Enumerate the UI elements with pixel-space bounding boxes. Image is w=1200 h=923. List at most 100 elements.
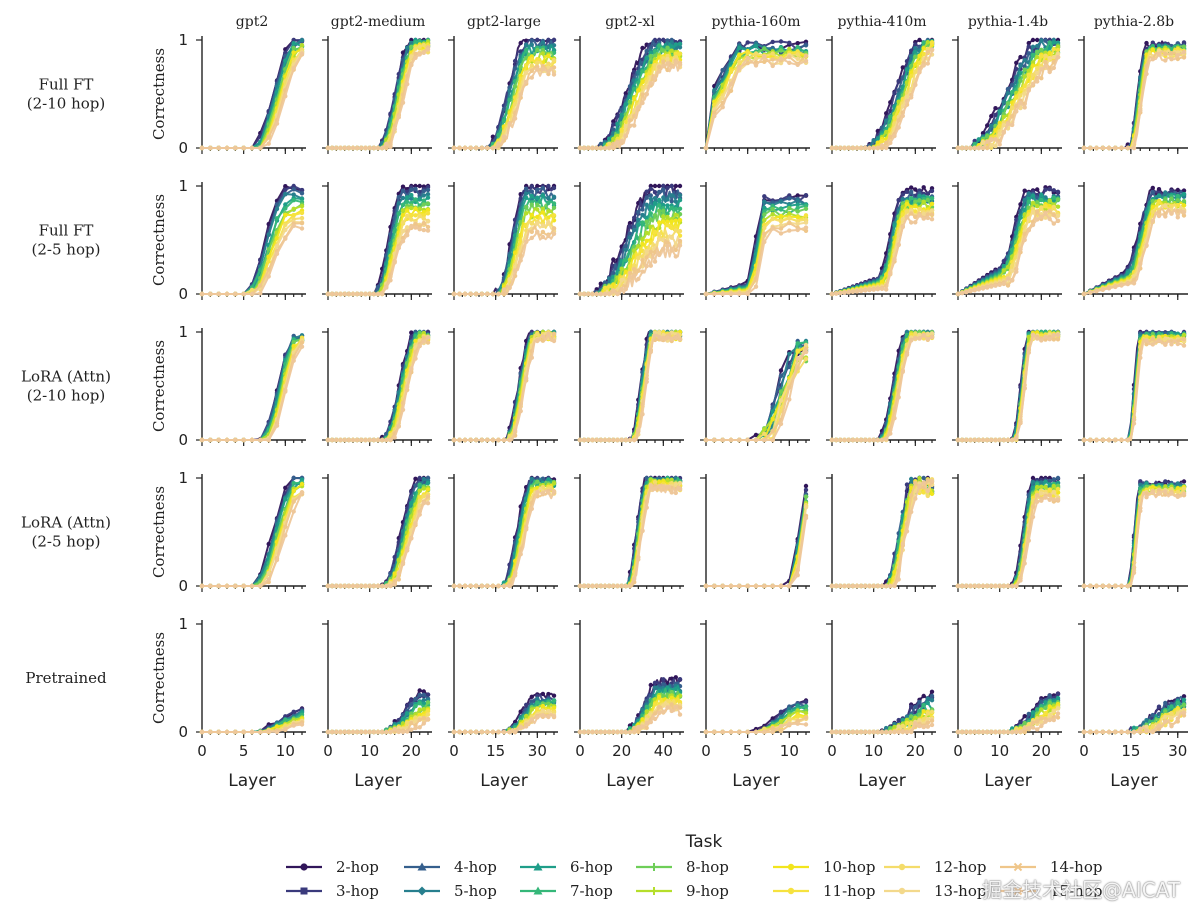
series-point-9-hop	[299, 203, 305, 209]
series-point-15-hop	[233, 291, 238, 297]
series-point-2-hop	[640, 45, 645, 51]
series-point-15-hop	[892, 257, 897, 262]
series-point-7-hop	[648, 211, 653, 216]
series-point-15-hop	[241, 291, 246, 297]
series-point-15-hop	[1018, 100, 1023, 106]
series-point-15-hop	[1001, 130, 1006, 135]
series-point-15-hop	[640, 100, 645, 106]
series-point-11-hop	[529, 57, 534, 62]
series-point-15-hop	[648, 81, 653, 86]
series-point-12-hop	[1043, 53, 1048, 58]
series-point-11-hop	[291, 212, 296, 218]
series-point-12-hop	[795, 52, 800, 57]
series-point-15-hop	[972, 145, 977, 151]
series-point-3-hop	[644, 189, 649, 194]
series-point-11-hop	[745, 50, 750, 56]
series-point-10-hop	[413, 206, 418, 211]
series-point-13-hop	[1051, 55, 1057, 60]
series-point-15-hop	[955, 291, 961, 297]
series-point-7-hop	[274, 216, 280, 221]
series-point-15-hop	[1051, 221, 1057, 226]
series-point-15-hop	[989, 284, 994, 289]
series-point-14-hop	[266, 134, 271, 140]
column-title-pythia-160m: pythia-160m	[711, 14, 800, 30]
series-point-15-hop	[258, 145, 263, 151]
series-point-15-hop	[976, 287, 981, 292]
series-point-15-hop	[479, 145, 484, 151]
series-point-9-hop	[921, 199, 926, 204]
series-point-4-hop	[1005, 86, 1011, 92]
series-point-15-hop	[980, 145, 986, 151]
series-point-9-hop	[661, 214, 666, 219]
series-point-14-hop	[778, 226, 784, 231]
series-point-15-hop	[350, 291, 356, 297]
series-point-15-hop	[1047, 69, 1052, 75]
series-point-6-hop	[1039, 192, 1044, 198]
series-point-15-hop	[976, 145, 981, 151]
series-point-15-hop	[657, 69, 662, 74]
series-point-14-hop	[529, 229, 534, 234]
series-point-4-hop	[299, 191, 305, 196]
series-point-2-hop	[1018, 54, 1023, 60]
series-point-12-hop	[1018, 93, 1023, 98]
series-point-15-hop	[720, 105, 725, 110]
series-point-15-hop	[997, 142, 1002, 147]
series-point-7-hop	[677, 206, 683, 211]
series-point-15-hop	[338, 291, 343, 297]
series-point-15-hop	[803, 58, 809, 63]
series-point-12-hop	[283, 222, 288, 228]
series-point-8-hop	[1035, 49, 1040, 55]
series-point-14-hop	[661, 59, 666, 64]
series-point-10-hop	[657, 220, 662, 225]
series-point-9-hop	[299, 43, 305, 48]
series-point-14-hop	[770, 57, 775, 62]
series-point-4-hop	[909, 189, 914, 194]
series-point-4-hop	[291, 187, 296, 192]
series-point-15-hop	[611, 288, 616, 293]
series-point-2-hop	[417, 183, 422, 189]
series-point-15-hop	[224, 145, 230, 151]
series-point-6-hop	[540, 193, 546, 198]
series-point-12-hop	[762, 225, 767, 231]
series-point-8-hop	[1055, 197, 1061, 202]
series-point-9-hop	[640, 236, 645, 242]
series-point-6-hop	[524, 195, 529, 200]
series-point-15-hop	[371, 145, 376, 151]
series-point-12-hop	[1051, 204, 1057, 210]
series-point-3-hop	[892, 91, 897, 96]
series-point-8-hop	[787, 205, 792, 211]
series-point-15-hop	[535, 229, 540, 234]
series-point-9-hop	[925, 40, 930, 45]
series-point-15-hop	[546, 69, 551, 74]
series-point-9-hop	[409, 205, 414, 211]
series-point-15-hop	[884, 287, 889, 292]
series-point-15-hop	[409, 62, 414, 68]
series-point-15-hop	[753, 284, 759, 289]
series-point-7-hop	[1051, 195, 1057, 200]
series-point-14-hop	[787, 54, 792, 60]
series-point-11-hop	[619, 127, 624, 132]
series-point-15-hop	[871, 145, 876, 151]
series-point-15-hop	[879, 143, 885, 148]
series-point-8-hop	[524, 204, 529, 210]
series-point-15-hop	[627, 123, 633, 129]
series-point-4-hop	[512, 66, 518, 71]
series-point-13-hop	[619, 277, 624, 283]
series-point-12-hop	[636, 255, 641, 261]
series-point-15-hop	[888, 271, 893, 277]
series-point-2-hop	[611, 257, 616, 262]
series-point-4-hop	[529, 38, 534, 43]
series-point-6-hop	[529, 193, 534, 199]
series-point-3-hop	[904, 189, 910, 194]
row-label-4-0: Pretrained	[25, 669, 107, 687]
series-point-14-hop	[648, 249, 653, 255]
series-point-3-hop	[803, 193, 809, 198]
series-point-15-hop	[1081, 145, 1087, 151]
series-point-7-hop	[640, 69, 645, 74]
series-point-15-hop	[518, 92, 523, 97]
series-point-3-hop	[762, 194, 767, 199]
series-point-5-hop	[299, 37, 305, 43]
series-point-14-hop	[925, 49, 930, 55]
series-point-15-hop	[421, 50, 426, 55]
row-label-0-1: (2-10 hop)	[27, 95, 105, 113]
